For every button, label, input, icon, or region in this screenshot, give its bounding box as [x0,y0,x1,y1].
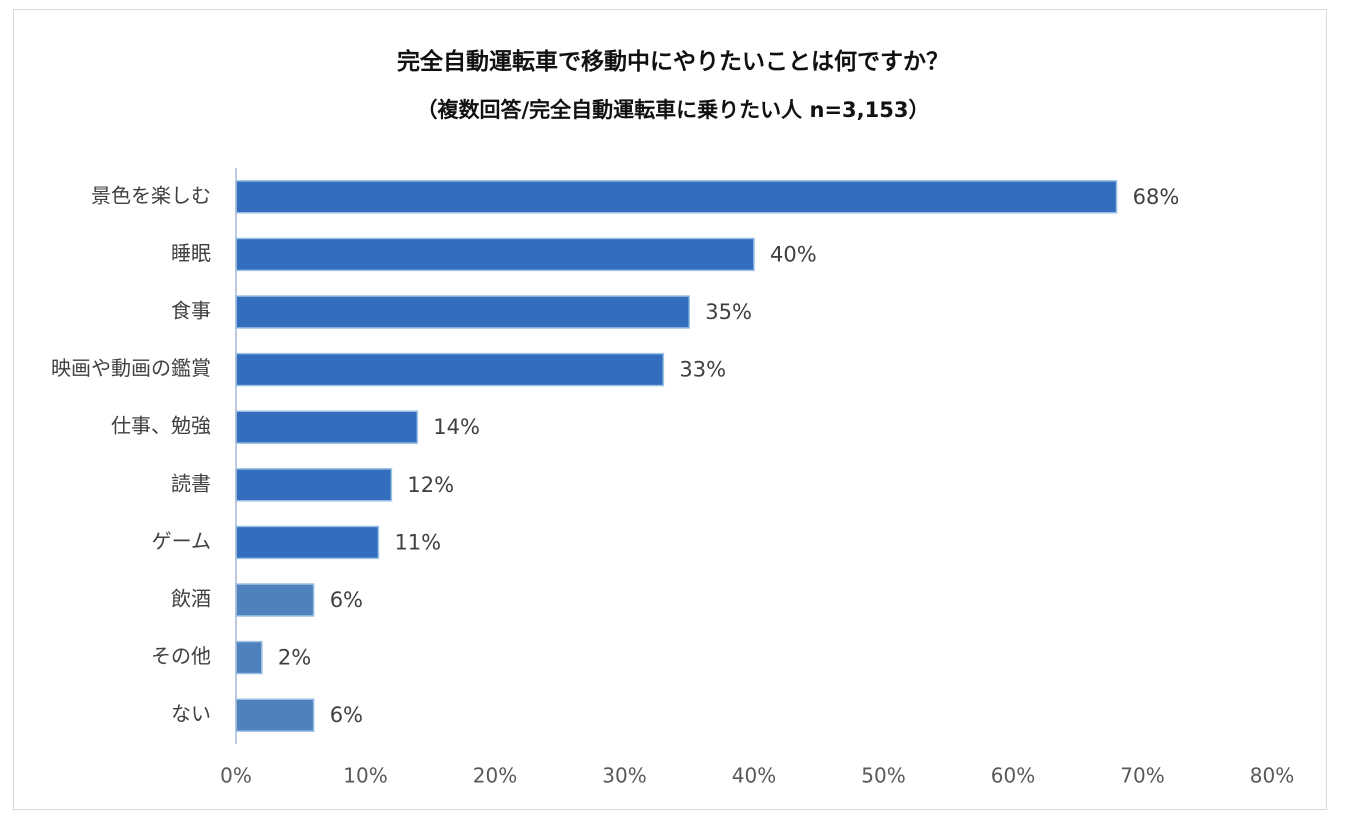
bar [235,237,755,272]
x-tick-label: 40% [732,764,776,788]
value-label: 6% [330,703,363,727]
category-label: 仕事、勉強 [111,414,211,438]
bar [235,295,690,329]
x-tick-labels: 0% 10% 20% 30% 40% 50% 60% 70% 80% [220,764,1294,788]
chart-subtitle: （複数回答/完全自動運転車に乗りたい人 n=3,153） [416,98,930,122]
x-tick-label: 70% [1120,764,1164,788]
bar [235,525,380,560]
value-label: 40% [770,242,817,266]
category-label: 睡眠 [171,241,211,265]
value-label: 68% [1133,185,1180,209]
category-label: 飲酒 [171,587,211,611]
x-tick-label: 60% [991,764,1035,788]
bar [235,698,315,732]
x-tick-label: 10% [343,764,387,788]
x-tick-label: 50% [861,764,905,788]
category-label: 食事 [171,299,211,323]
category-label: その他 [151,644,211,668]
chart-title: 完全自動運転車で移動中にやりたいことは何ですか？ [397,49,949,75]
value-label: 35% [705,300,752,324]
x-tick-label: 20% [473,764,517,788]
value-label: 14% [433,415,480,439]
bar [235,180,1118,214]
value-label: 12% [407,473,454,497]
category-label: ない [171,702,211,726]
bar [235,468,393,502]
bar [235,640,263,675]
x-tick-label: 30% [602,764,646,788]
x-tick-label: 0% [220,764,252,788]
value-label: 11% [394,530,441,554]
bars-group [235,180,1118,732]
value-label: 2% [278,646,311,670]
value-labels: 68% 40% 35% 33% 14% 12% 11% 6% 2% 6% [278,185,1179,727]
category-label: 景色を楽しむ [91,183,211,207]
chart-frame [13,9,1327,810]
bar [235,410,419,444]
category-label: ゲーム [152,529,211,553]
value-label: 6% [330,588,363,612]
x-tick-label: 80% [1250,764,1294,788]
value-label: 33% [679,358,726,382]
category-label: 読書 [171,471,211,495]
bar [235,352,665,387]
category-label: 映画や動画の鑑賞 [51,356,211,380]
bar [235,583,315,617]
